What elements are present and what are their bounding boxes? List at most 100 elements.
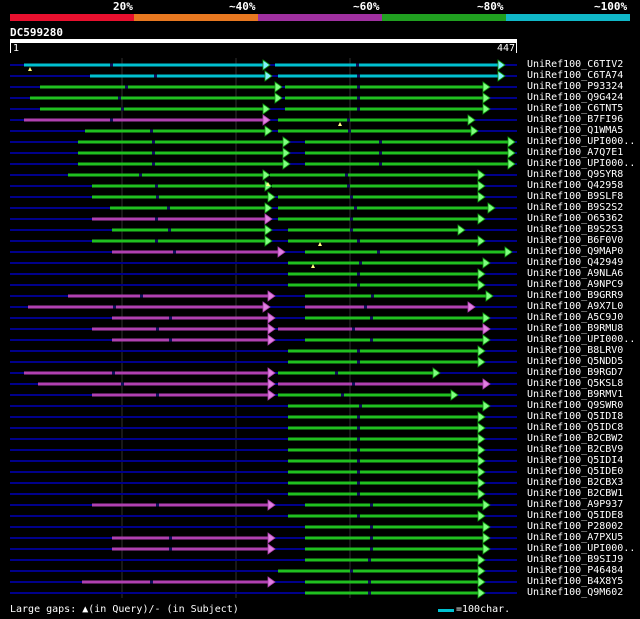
hit-label[interactable]: UniRef100_B9SIJ9 <box>527 554 624 565</box>
hit-segment[interactable] <box>288 239 479 243</box>
hit-segment[interactable] <box>78 151 284 155</box>
hit-segment[interactable] <box>278 217 479 221</box>
hit-label[interactable]: UniRef100_B2CBW2 <box>527 433 624 444</box>
hit-label[interactable]: UniRef100_C6TA74 <box>527 70 624 81</box>
hit-label[interactable]: UniRef100_A9NPC9 <box>527 279 624 290</box>
hit-label[interactable]: UniRef100_A9NLA6 <box>527 268 624 279</box>
hit-segment[interactable] <box>305 151 509 155</box>
hit-label[interactable]: UniRef100_Q5NDD5 <box>527 356 624 367</box>
hit-segment[interactable] <box>92 503 269 507</box>
hit-segment[interactable] <box>288 228 459 232</box>
hit-label[interactable]: UniRef100_B9S2S2 <box>527 202 624 213</box>
hit-segment[interactable] <box>270 173 479 177</box>
hit-segment[interactable] <box>278 327 484 331</box>
hit-segment[interactable] <box>112 316 269 320</box>
hit-label[interactable]: UniRef100_B9RMV1 <box>527 389 624 400</box>
hit-label[interactable]: UniRef100_P46484 <box>527 565 624 576</box>
hit-segment[interactable] <box>285 85 484 89</box>
hit-label[interactable]: UniRef100_C6TIV2 <box>527 59 624 70</box>
hit-segment[interactable] <box>288 437 479 441</box>
hit-segment[interactable] <box>112 250 279 254</box>
hit-label[interactable]: UniRef100_UPI000.. <box>527 136 636 147</box>
hit-segment[interactable] <box>278 393 452 397</box>
hit-segment[interactable] <box>288 492 479 496</box>
hit-segment[interactable] <box>288 283 479 287</box>
hit-segment[interactable] <box>278 569 479 573</box>
hit-label[interactable]: UniRef100_Q5IDE0 <box>527 466 624 477</box>
hit-segment[interactable] <box>78 140 284 144</box>
hit-label[interactable]: UniRef100_Q42958 <box>527 180 624 191</box>
hit-segment[interactable] <box>28 305 264 309</box>
hit-label[interactable]: UniRef100_Q9MAP0 <box>527 246 624 257</box>
hit-segment[interactable] <box>288 470 479 474</box>
hit-segment[interactable] <box>288 514 479 518</box>
hit-label[interactable]: UniRef100_Q9SWR0 <box>527 400 624 411</box>
hit-label[interactable]: UniRef100_A9X7L0 <box>527 301 624 312</box>
hit-segment[interactable] <box>305 536 484 540</box>
hit-label[interactable]: UniRef100_B4X8Y5 <box>527 576 624 587</box>
hit-segment[interactable] <box>288 415 479 419</box>
hit-label[interactable]: UniRef100_Q9G424 <box>527 92 624 103</box>
hit-segment[interactable] <box>288 448 479 452</box>
hit-segment[interactable] <box>38 382 269 386</box>
hit-segment[interactable] <box>288 459 479 463</box>
hit-label[interactable]: UniRef100_B8LRV0 <box>527 345 624 356</box>
hit-segment[interactable] <box>288 349 479 353</box>
hit-segment[interactable] <box>92 217 266 221</box>
hit-label[interactable]: UniRef100_Q5KSL8 <box>527 378 624 389</box>
hit-segment[interactable] <box>85 129 266 133</box>
hit-segment[interactable] <box>305 294 487 298</box>
hit-label[interactable]: UniRef100_A7Q7E1 <box>527 147 624 158</box>
hit-segment[interactable] <box>24 118 264 122</box>
hit-segment[interactable] <box>278 129 472 133</box>
hit-segment[interactable] <box>278 206 489 210</box>
hit-segment[interactable] <box>112 228 266 232</box>
hit-segment[interactable] <box>305 591 479 595</box>
hit-label[interactable]: UniRef100_Q9SYR8 <box>527 169 624 180</box>
hit-segment[interactable] <box>288 360 479 364</box>
hit-segment[interactable] <box>278 371 434 375</box>
hit-segment[interactable] <box>30 96 276 100</box>
hit-segment[interactable] <box>112 536 269 540</box>
hit-label[interactable]: UniRef100_Q9M602 <box>527 587 624 598</box>
hit-label[interactable]: UniRef100_B7FI96 <box>527 114 624 125</box>
hit-label[interactable]: UniRef100_B9GRR9 <box>527 290 624 301</box>
hit-segment[interactable] <box>305 250 506 254</box>
hit-label[interactable]: UniRef100_A7PXU5 <box>527 532 624 543</box>
hit-segment[interactable] <box>285 96 484 100</box>
hit-segment[interactable] <box>112 338 269 342</box>
hit-label[interactable]: UniRef100_UPI000.. <box>527 158 636 169</box>
hit-segment[interactable] <box>68 294 269 298</box>
hit-segment[interactable] <box>82 580 269 584</box>
hit-label[interactable]: UniRef100_Q5IDI4 <box>527 455 624 466</box>
hit-label[interactable]: UniRef100_B9SLF8 <box>527 191 624 202</box>
hit-segment[interactable] <box>285 107 484 111</box>
hit-segment[interactable] <box>288 261 484 265</box>
hit-label[interactable]: UniRef100_UPI000.. <box>527 334 636 345</box>
hit-segment[interactable] <box>278 195 479 199</box>
hit-segment[interactable] <box>40 85 276 89</box>
hit-segment[interactable] <box>305 162 509 166</box>
hit-segment[interactable] <box>278 118 469 122</box>
hit-segment[interactable] <box>40 107 264 111</box>
hit-label[interactable]: UniRef100_Q1WMA5 <box>527 125 624 136</box>
hit-label[interactable]: UniRef100_UPI000.. <box>527 543 636 554</box>
hit-segment[interactable] <box>305 580 479 584</box>
hit-segment[interactable] <box>305 503 484 507</box>
hit-segment[interactable] <box>288 272 479 276</box>
hit-label[interactable]: UniRef100_Q5IDC8 <box>527 422 624 433</box>
hit-segment[interactable] <box>92 393 269 397</box>
hit-label[interactable]: UniRef100_Q5IDE8 <box>527 510 624 521</box>
hit-segment[interactable] <box>112 547 269 551</box>
hit-label[interactable]: UniRef100_B6F0V0 <box>527 235 624 246</box>
hit-label[interactable]: UniRef100_B2CBW1 <box>527 488 624 499</box>
hit-segment[interactable] <box>68 173 264 177</box>
hit-segment[interactable] <box>92 184 266 188</box>
hit-label[interactable]: UniRef100_B2CBX3 <box>527 477 624 488</box>
hit-segment[interactable] <box>278 74 499 78</box>
hit-label[interactable]: UniRef100_P93324 <box>527 81 624 92</box>
hit-segment[interactable] <box>305 338 484 342</box>
hit-segment[interactable] <box>272 184 479 188</box>
hit-segment[interactable] <box>278 382 484 386</box>
hit-segment[interactable] <box>305 547 484 551</box>
